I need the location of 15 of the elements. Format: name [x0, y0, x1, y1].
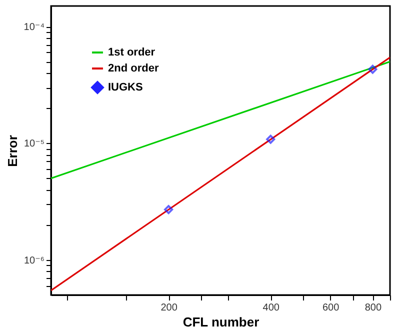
y-tick-label: 10⁻⁶	[24, 255, 44, 266]
y-axis-title: Error	[4, 135, 20, 167]
point	[266, 134, 276, 144]
y-tick-label: 10⁻⁴	[24, 22, 44, 34]
x-tick-label: 200	[160, 302, 178, 314]
point	[368, 64, 378, 74]
point	[164, 205, 174, 214]
legend-label: 1st order	[108, 46, 156, 58]
x-tick-label: 400	[262, 302, 280, 314]
legend-label: 2nd order	[108, 62, 160, 74]
y-tick-label: 10⁻⁵	[24, 138, 44, 150]
x-tick-label: 800	[364, 302, 382, 314]
legend-label: IUGKS	[108, 82, 143, 94]
x-axis-title: CFL number	[182, 314, 260, 330]
x-tick-label: 600	[322, 302, 340, 314]
